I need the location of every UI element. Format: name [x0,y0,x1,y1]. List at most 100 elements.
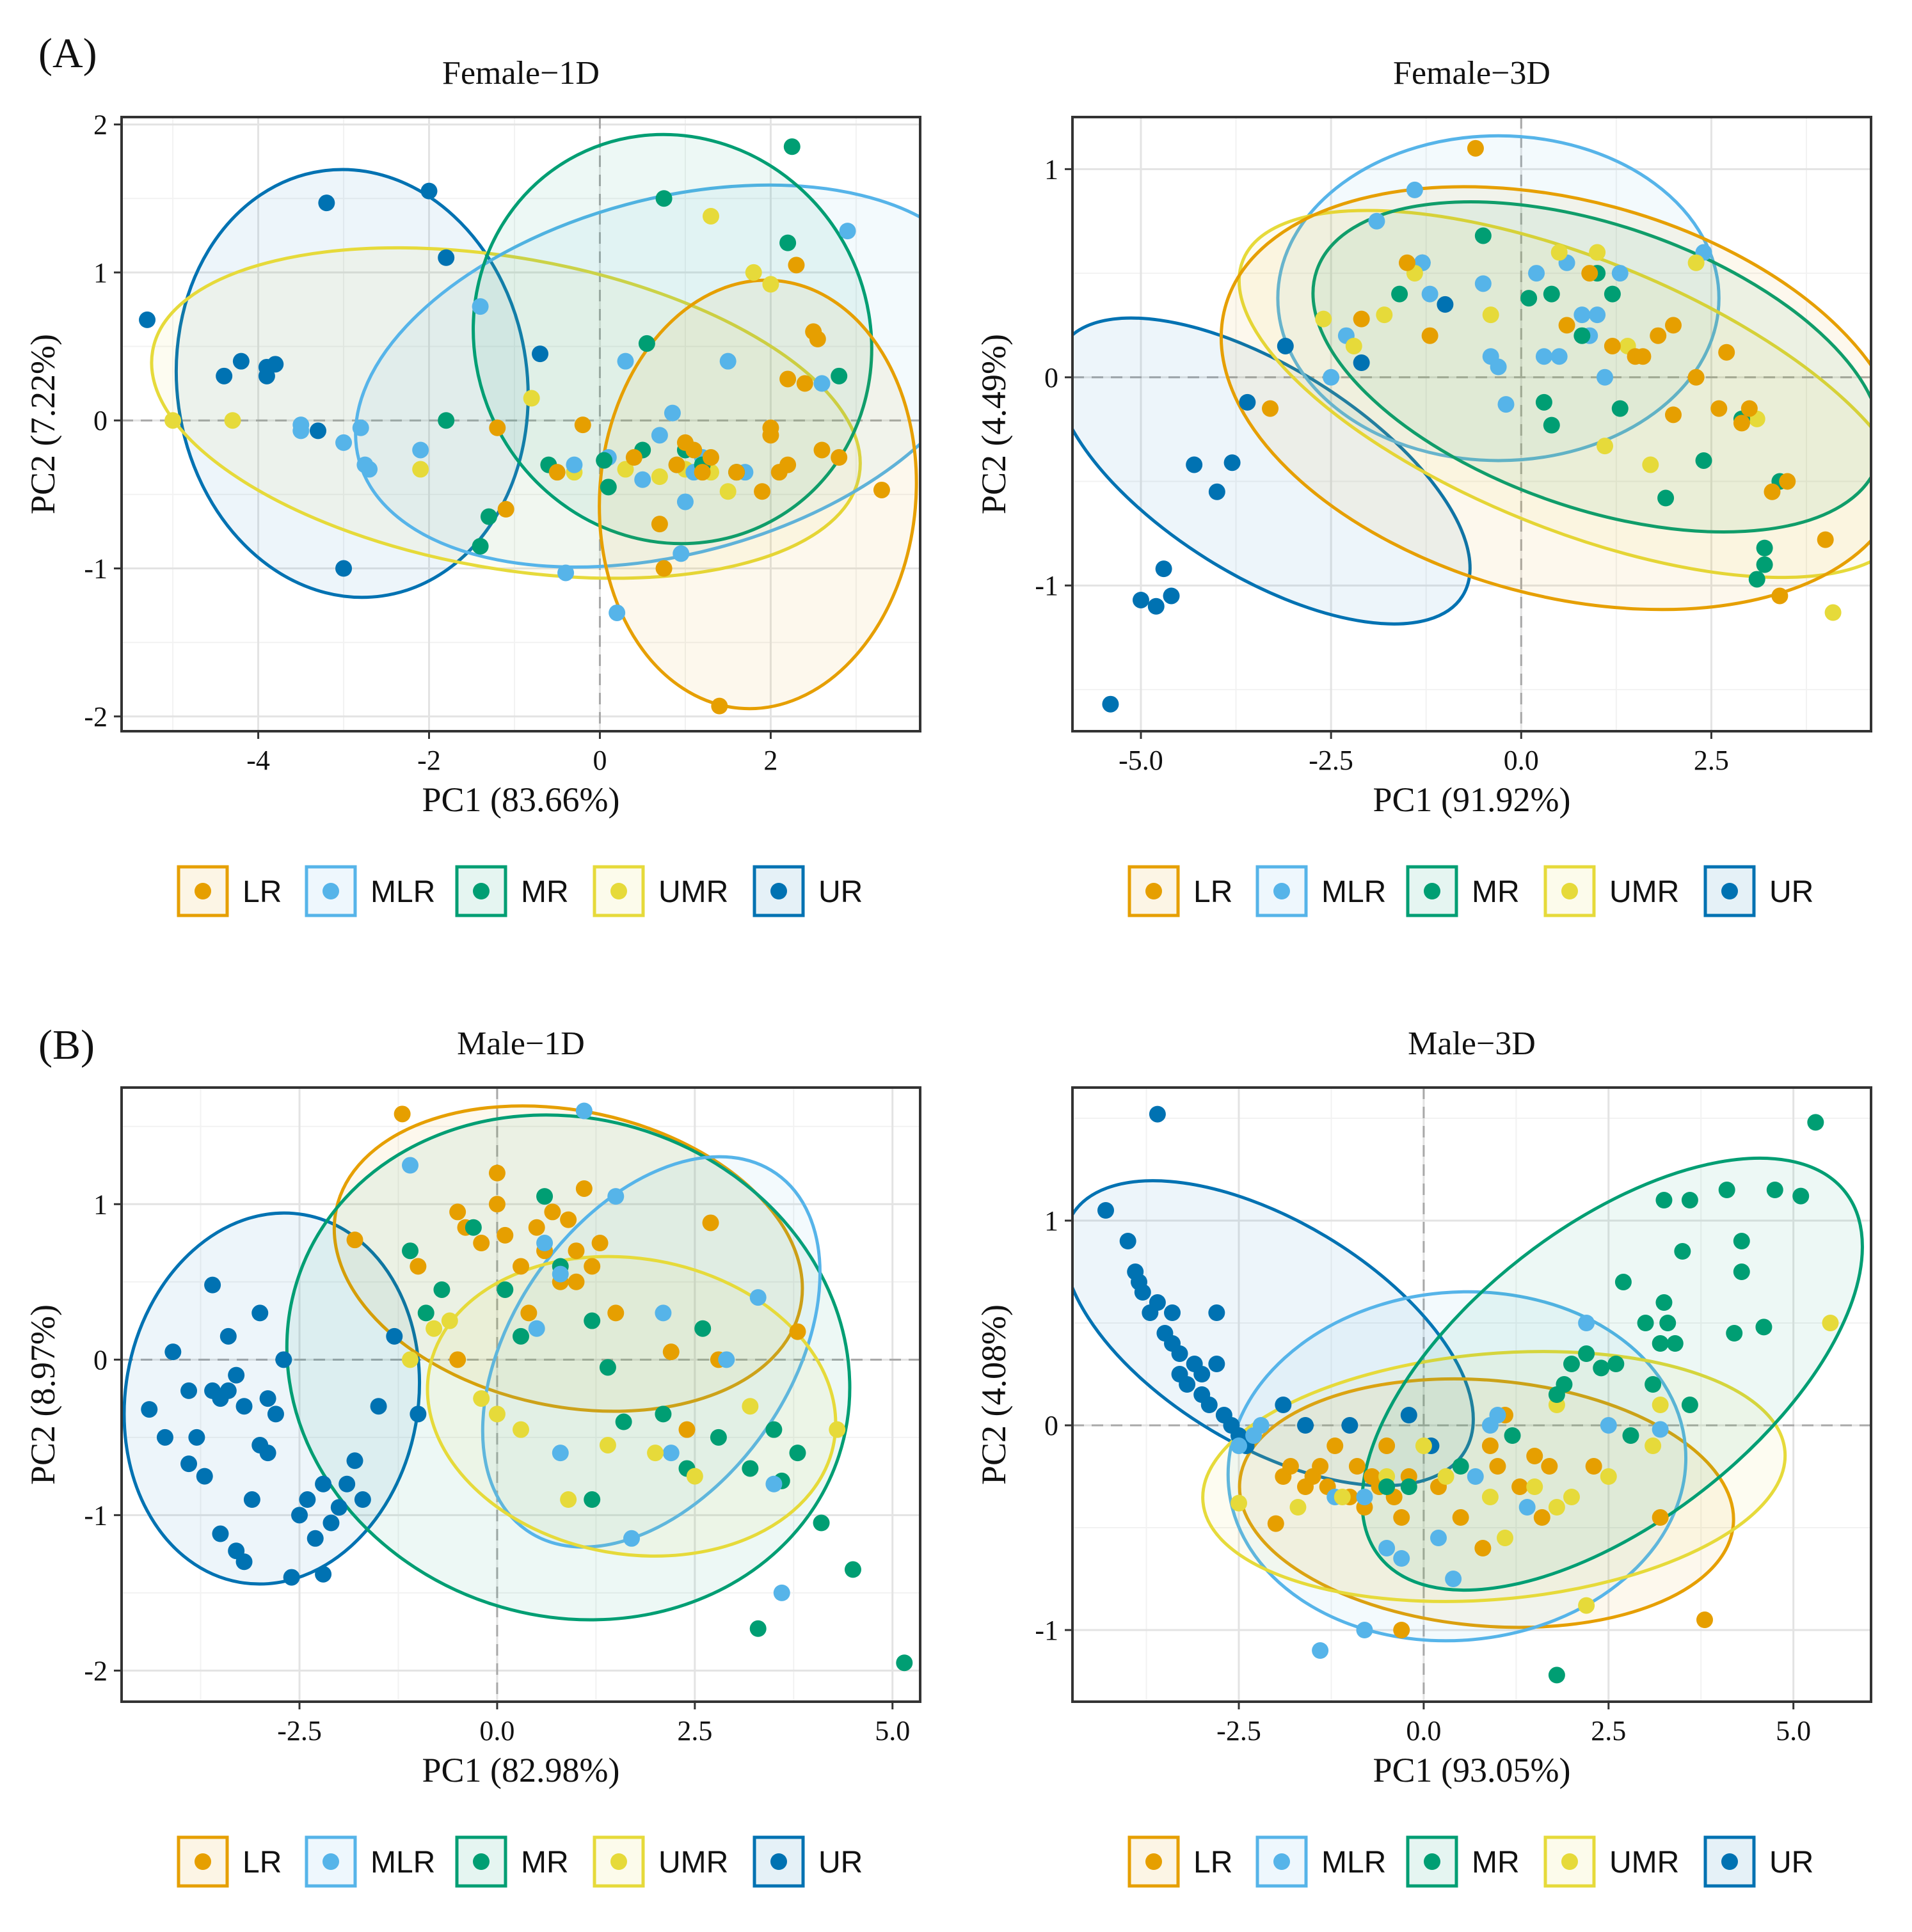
point-mlr [676,493,694,511]
point-ur [1171,1345,1188,1362]
point-lr [1452,1509,1469,1526]
point-mr [615,1413,632,1430]
point-mr [1520,290,1538,307]
point-mr [438,412,455,429]
point-lr [711,697,728,715]
point-lr [779,370,797,388]
point-mr [1452,1458,1469,1475]
point-mr [1607,1356,1625,1372]
x-tick-label: -2.5 [1216,1715,1261,1746]
point-ur [1353,354,1370,371]
point-lr [655,560,673,577]
point-lr [1771,587,1789,605]
legend-label: LR [243,1846,282,1880]
point-mr [779,234,797,251]
legend-dot-mlr [323,1853,339,1870]
point-lr [1541,1458,1558,1475]
point-umr [1437,1468,1454,1485]
point-mr [433,1281,450,1298]
point-umr [1687,254,1705,271]
point-ur [1163,587,1180,605]
point-mlr [1600,1417,1617,1434]
x-axis-label: PC1 (83.66%) [422,780,620,819]
point-lr [520,1304,538,1322]
legend-item-mlr: MLR [1255,1835,1386,1888]
point-lr [591,1235,609,1252]
legend-item-lr: LR [1127,1835,1232,1888]
panels: -4 -2 0 2 -2 -1 0 1 2 Female−1D PC1 (83.66%) PC2 (7… [24,55,1872,1888]
point-lr [809,330,826,347]
point-lr [1348,1458,1366,1475]
point-mlr [623,1530,640,1547]
y-axis-label: PC2 (8.97%) [24,1304,62,1485]
point-umr [473,1390,490,1407]
point-mlr [662,1445,680,1462]
point-lr [702,449,719,466]
x-tick-label: -2 [417,745,441,776]
legend-label: MLR [1321,875,1386,909]
legend: LR MLR MR UMR UR [1127,1835,1813,1888]
y-tick-label: 2 [93,109,108,141]
point-ur [1193,1366,1211,1382]
point-ur [1200,1397,1218,1413]
point-lr [1581,265,1598,282]
point-umr [1497,1530,1513,1546]
point-lr [702,1214,719,1231]
point-mr [1543,285,1560,303]
point-mlr [536,1235,554,1252]
point-umr [1481,1489,1499,1505]
point-umr [651,468,668,486]
point-mlr [528,1320,545,1337]
point-mlr [607,1188,625,1205]
point-umr [1652,1397,1669,1413]
point-lr [1687,368,1705,386]
point-umr [686,1468,703,1485]
point-umr [523,390,540,407]
y-tick-label: 0 [93,1344,108,1375]
point-ur [1186,456,1203,473]
point-ur [323,1514,340,1532]
point-lr [1262,400,1279,417]
point-ur [1437,296,1454,313]
point-ur [1149,1294,1166,1311]
point-lr [544,1203,561,1221]
point-mr [765,1421,783,1438]
point-lr [779,456,797,473]
point-mr [1637,1315,1654,1331]
point-mlr [472,298,489,315]
point-ur [410,1405,427,1423]
point-mlr [773,1584,790,1601]
point-mr [584,1312,601,1329]
point-umr [829,1421,846,1438]
point-ur [1275,1397,1292,1413]
series-ur [141,1276,427,1586]
point-lr [1710,400,1728,417]
point-mlr [1518,1499,1536,1516]
point-lr [568,1242,585,1260]
series-ur [1102,254,1454,713]
point-umr [224,412,241,429]
legend-label: UR [1769,875,1813,909]
point-umr [1415,1437,1432,1454]
legend: LR MLR MR UMR UR [177,865,863,917]
point-mlr [1406,181,1423,198]
legend-dot-mlr [323,883,339,899]
point-lr [1526,1448,1543,1464]
point-lr [1326,1437,1344,1454]
point-mlr [1489,1407,1506,1423]
point-mlr [1393,1550,1410,1567]
legend-item-mr: MR [455,1835,569,1888]
point-mr [1378,1478,1396,1495]
point-lr [1312,1458,1329,1475]
point-mlr [1550,348,1568,365]
point-mlr [1356,1489,1373,1505]
point-ur [1147,598,1165,615]
point-umr [1482,306,1499,324]
point-umr [1376,306,1393,324]
point-lr [694,464,711,481]
point-umr [1548,1499,1565,1516]
point-lr [584,1258,601,1275]
y-tick-label: -1 [84,553,108,585]
legend-label: MLR [370,875,435,909]
point-ur [315,1475,332,1493]
